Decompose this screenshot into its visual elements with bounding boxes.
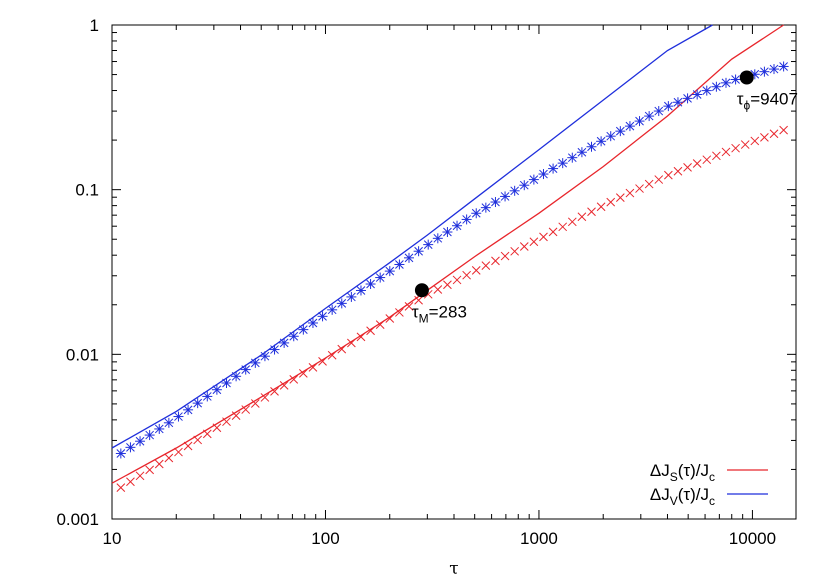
data-point xyxy=(126,477,135,487)
data-point xyxy=(327,350,337,360)
data-point xyxy=(164,453,174,463)
y-tick-label: 1 xyxy=(90,16,99,35)
data-point xyxy=(347,338,356,348)
data-point xyxy=(731,143,740,153)
data-point xyxy=(270,387,279,396)
data-point xyxy=(212,423,222,433)
annotation-label: τϕ=9407 xyxy=(737,89,798,112)
data-point xyxy=(202,429,212,439)
data-point xyxy=(519,242,529,251)
data-point xyxy=(423,289,433,299)
data-point xyxy=(231,411,241,420)
data-point xyxy=(567,217,577,227)
data-point xyxy=(337,344,347,354)
data-point xyxy=(654,175,664,184)
data-point xyxy=(174,447,183,457)
data-point xyxy=(673,166,683,176)
series-markers-v_data xyxy=(115,61,789,459)
data-point xyxy=(452,275,462,285)
data-point xyxy=(635,184,644,193)
data-point xyxy=(154,459,164,469)
data-point xyxy=(712,151,721,161)
data-point xyxy=(222,417,231,427)
data-point xyxy=(279,381,289,390)
data-point xyxy=(615,193,625,202)
data-point xyxy=(779,125,788,135)
data-point xyxy=(587,207,596,217)
data-point xyxy=(289,375,299,384)
data-point xyxy=(683,163,692,172)
data-point xyxy=(769,129,779,139)
data-point xyxy=(308,363,318,372)
data-point xyxy=(145,465,155,475)
data-point xyxy=(385,314,395,323)
axis-ticks: 10 100 1000 10000 0.001 0.01 0.1 1 xyxy=(56,16,796,548)
x-tick-label: 100 xyxy=(311,529,339,548)
data-point xyxy=(510,246,520,256)
data-point xyxy=(356,332,366,342)
series-markers-s_data xyxy=(116,125,788,493)
series-line-v_fit xyxy=(111,24,713,449)
data-point xyxy=(740,140,750,149)
data-point xyxy=(529,237,539,247)
data-point xyxy=(471,266,481,275)
data-point xyxy=(577,212,587,222)
data-point xyxy=(241,405,251,414)
x-axis-label: τ xyxy=(449,559,458,579)
data-point xyxy=(750,136,760,146)
data-point xyxy=(596,202,606,212)
annotation-point xyxy=(739,70,754,85)
data-point xyxy=(318,356,327,366)
data-point xyxy=(558,222,568,232)
data-point xyxy=(135,471,145,481)
data-point xyxy=(606,197,616,207)
data-point xyxy=(481,261,491,270)
data-point xyxy=(625,188,635,198)
legend-label: ΔJS(τ)/Jc xyxy=(650,461,715,484)
annotation-point xyxy=(414,283,429,298)
data-point xyxy=(250,399,260,408)
data-point xyxy=(539,232,548,242)
data-point xyxy=(491,256,500,266)
x-tick-label: 10000 xyxy=(729,529,776,548)
data-point xyxy=(702,155,712,165)
data-point xyxy=(366,326,375,336)
data-point xyxy=(260,393,270,402)
data-point xyxy=(721,147,731,157)
data-point xyxy=(443,280,452,290)
x-tick-label: 10 xyxy=(103,529,122,548)
x-tick-label: 1000 xyxy=(520,529,558,548)
data-point xyxy=(414,295,423,305)
data-point xyxy=(375,320,385,329)
y-tick-label: 0.01 xyxy=(66,345,99,364)
data-point xyxy=(692,159,702,168)
series-line-s_fit xyxy=(111,24,784,484)
data-point xyxy=(663,170,673,180)
data-point xyxy=(193,435,203,445)
y-tick-label: 0.001 xyxy=(56,510,99,529)
data-point xyxy=(433,285,443,294)
data-point xyxy=(395,308,404,317)
series-layer xyxy=(111,24,789,493)
data-point xyxy=(116,483,126,493)
data-point xyxy=(404,301,414,311)
data-point xyxy=(760,132,769,142)
data-point xyxy=(548,227,558,237)
data-point xyxy=(183,441,193,451)
y-tick-label: 0.1 xyxy=(75,181,99,200)
data-point xyxy=(462,270,471,280)
data-point xyxy=(500,251,510,261)
annotation-layer: τM=283 τϕ=9407 xyxy=(412,70,798,325)
annotation-label: τM=283 xyxy=(412,302,467,325)
data-point xyxy=(298,369,308,378)
data-point xyxy=(644,179,654,189)
legend-label: ΔJV(τ)/Jc xyxy=(650,485,715,508)
